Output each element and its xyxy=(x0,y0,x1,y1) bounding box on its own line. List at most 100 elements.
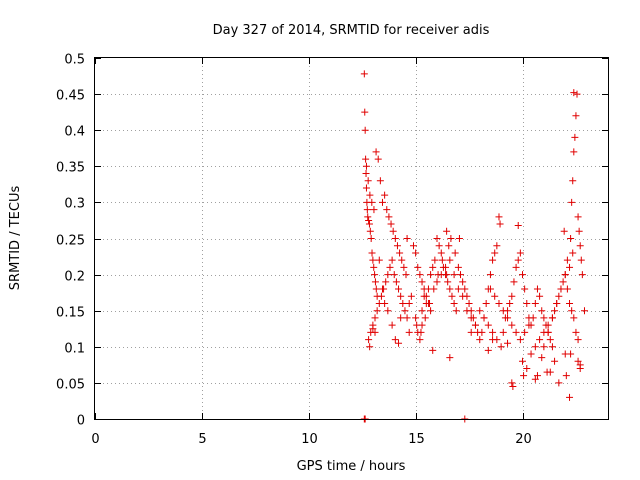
data-point xyxy=(459,292,467,300)
data-point xyxy=(361,108,369,116)
data-point xyxy=(390,271,398,279)
data-point xyxy=(516,336,524,344)
data-point xyxy=(371,328,379,336)
y-tick-label: 0.1 xyxy=(64,342,85,357)
data-point xyxy=(362,162,370,170)
data-point xyxy=(389,227,397,235)
data-point xyxy=(371,314,379,322)
data-point xyxy=(374,155,382,163)
data-point xyxy=(548,314,556,322)
data-point xyxy=(493,242,501,250)
data-point xyxy=(568,307,576,315)
data-point xyxy=(443,271,451,279)
data-point xyxy=(465,299,473,307)
data-point xyxy=(407,292,415,300)
grid-lines xyxy=(95,58,608,419)
data-point xyxy=(576,242,584,250)
data-point xyxy=(459,278,467,286)
data-point xyxy=(484,321,492,329)
data-point xyxy=(402,271,410,279)
data-point xyxy=(384,307,392,315)
data-point xyxy=(548,343,556,351)
data-point xyxy=(508,321,516,329)
data-point xyxy=(421,314,429,322)
data-point xyxy=(496,220,504,228)
data-point xyxy=(489,336,497,344)
data-point xyxy=(576,361,584,369)
data-point xyxy=(471,321,479,329)
data-point xyxy=(557,285,565,293)
data-point xyxy=(366,343,374,351)
data-point xyxy=(403,314,411,322)
data-point xyxy=(555,292,563,300)
data-point xyxy=(364,177,372,185)
data-point xyxy=(512,263,520,271)
data-points xyxy=(360,70,588,423)
data-point xyxy=(538,354,546,362)
data-point xyxy=(371,278,379,286)
data-point xyxy=(531,343,539,351)
data-point xyxy=(362,155,370,163)
data-point xyxy=(395,285,403,293)
data-point xyxy=(529,314,537,322)
y-tick-label: 0.25 xyxy=(56,234,85,249)
data-point xyxy=(476,307,484,315)
data-point xyxy=(516,249,524,257)
data-point xyxy=(378,285,386,293)
data-point xyxy=(497,343,505,351)
data-point xyxy=(368,198,376,206)
data-point xyxy=(478,328,486,336)
data-point xyxy=(431,256,439,264)
data-point xyxy=(523,299,531,307)
data-point xyxy=(551,307,559,315)
data-point xyxy=(383,206,391,214)
data-point xyxy=(381,191,389,199)
data-point xyxy=(514,222,522,230)
data-point xyxy=(397,292,405,300)
data-point xyxy=(540,343,548,351)
y-tick-label: 0.35 xyxy=(56,161,85,176)
data-point xyxy=(569,249,577,257)
data-point xyxy=(563,256,571,264)
data-point xyxy=(429,346,437,354)
data-point xyxy=(538,307,546,315)
data-point xyxy=(506,299,514,307)
x-tick-label: 10 xyxy=(301,432,318,447)
data-point xyxy=(370,206,378,214)
data-point xyxy=(484,346,492,354)
data-point xyxy=(495,299,503,307)
data-point xyxy=(376,177,384,185)
data-point xyxy=(427,307,435,315)
data-point xyxy=(476,336,484,344)
data-point xyxy=(455,235,463,242)
data-point xyxy=(486,285,494,293)
data-point xyxy=(365,220,373,228)
data-point xyxy=(467,328,475,336)
data-point xyxy=(562,372,570,380)
data-point xyxy=(385,213,393,221)
data-point xyxy=(454,263,462,271)
data-point xyxy=(418,321,426,329)
data-point xyxy=(454,285,462,293)
data-point xyxy=(365,336,373,344)
data-point xyxy=(418,307,426,315)
y-tick-label: 0.2 xyxy=(64,270,85,285)
x-tick-label: 15 xyxy=(408,432,425,447)
data-point xyxy=(371,271,379,279)
data-point xyxy=(412,249,420,257)
data-point xyxy=(555,379,563,387)
data-point xyxy=(433,278,441,286)
data-point xyxy=(443,227,451,235)
y-tick-label: 0.15 xyxy=(56,306,85,321)
data-point xyxy=(442,263,450,271)
data-point xyxy=(369,256,377,264)
data-point xyxy=(531,299,539,307)
data-point xyxy=(521,328,529,336)
data-point xyxy=(510,278,518,286)
data-point xyxy=(521,285,529,293)
data-point xyxy=(397,314,405,322)
y-tick-label: 0.45 xyxy=(56,89,85,104)
data-point xyxy=(519,357,526,365)
data-point xyxy=(426,299,434,307)
